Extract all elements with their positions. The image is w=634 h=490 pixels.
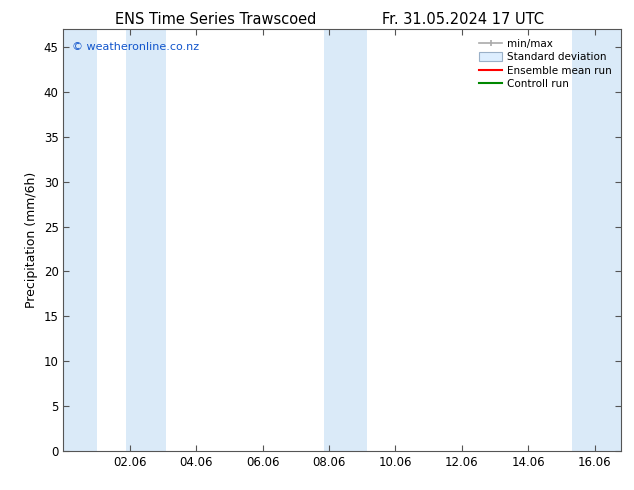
- Bar: [571, 29, 621, 451]
- Text: © weatheronline.co.nz: © weatheronline.co.nz: [72, 42, 199, 52]
- Text: Fr. 31.05.2024 17 UTC: Fr. 31.05.2024 17 UTC: [382, 12, 544, 27]
- Bar: [127, 29, 166, 451]
- Bar: [63, 29, 96, 451]
- Legend: min/max, Standard deviation, Ensemble mean run, Controll run: min/max, Standard deviation, Ensemble me…: [475, 35, 616, 93]
- Text: ENS Time Series Trawscoed: ENS Time Series Trawscoed: [115, 12, 316, 27]
- Y-axis label: Precipitation (mm/6h): Precipitation (mm/6h): [25, 172, 38, 308]
- Bar: [324, 29, 367, 451]
